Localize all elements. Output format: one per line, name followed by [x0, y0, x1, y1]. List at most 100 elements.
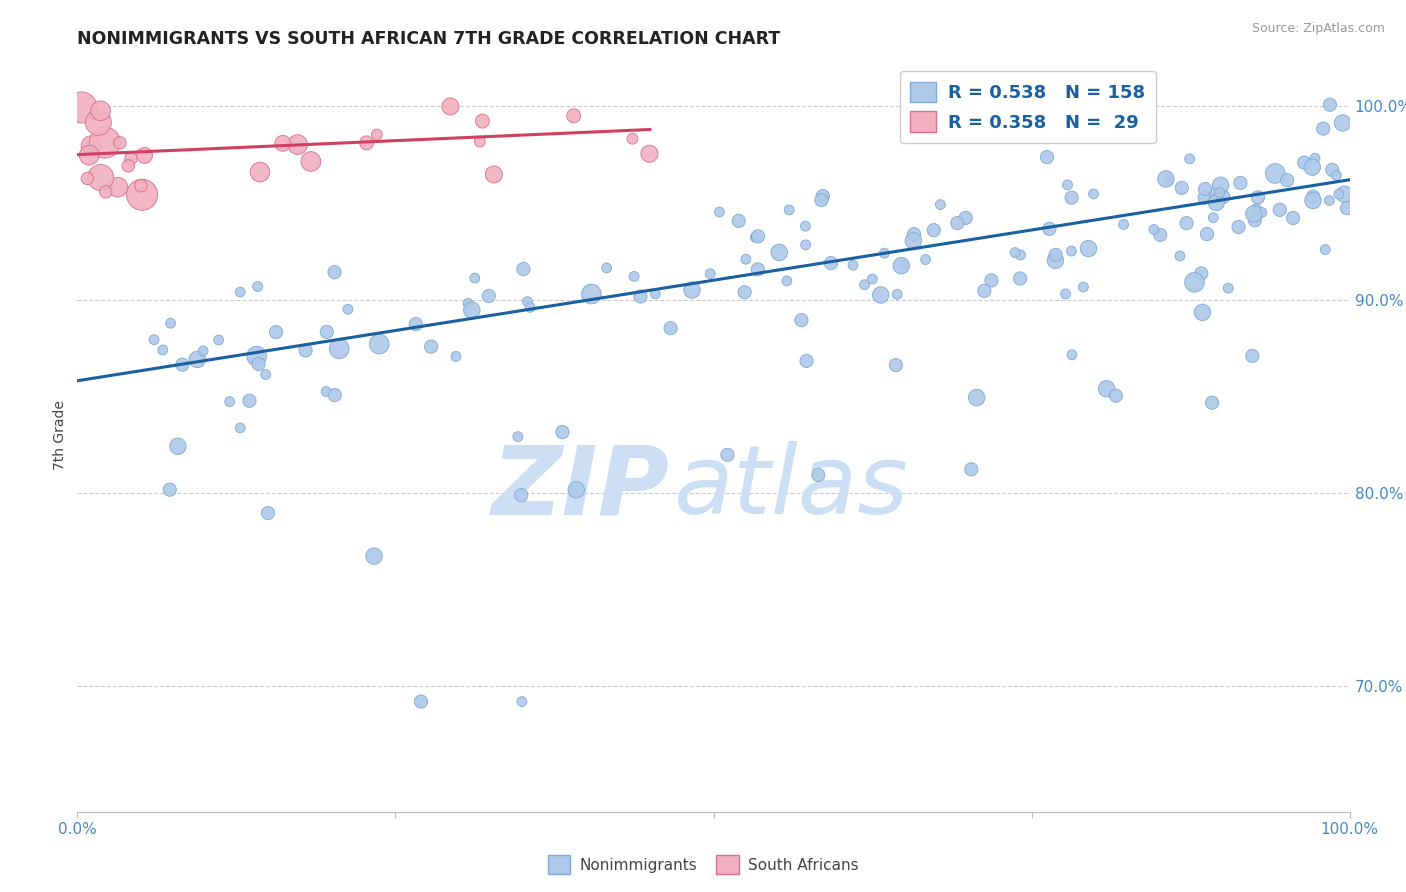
Point [1303, 151, 1326, 165]
Point [405, 317, 427, 331]
Point [1168, 249, 1191, 263]
Point [129, 178, 152, 193]
Point [271, 136, 294, 151]
Point [744, 230, 766, 244]
Point [1246, 202, 1268, 216]
Point [420, 340, 443, 354]
Point [471, 114, 494, 128]
Point [1105, 389, 1128, 403]
Point [778, 202, 800, 217]
Point [80, 138, 103, 153]
Point [510, 488, 533, 502]
Point [842, 258, 865, 272]
Point [893, 258, 915, 272]
Point [108, 136, 131, 150]
Point [299, 154, 322, 169]
Point [257, 506, 280, 520]
Point [516, 294, 538, 309]
Point [747, 229, 769, 244]
Point [1294, 155, 1316, 169]
Point [439, 99, 461, 113]
Point [922, 223, 945, 237]
Point [659, 321, 682, 335]
Text: Source: ZipAtlas.com: Source: ZipAtlas.com [1251, 22, 1385, 36]
Point [1209, 178, 1232, 193]
Point [134, 148, 156, 162]
Point [734, 252, 756, 267]
Point [1218, 281, 1240, 295]
Point [960, 462, 983, 476]
Point [229, 285, 252, 299]
Point [247, 357, 270, 371]
Point [562, 109, 585, 123]
Point [117, 159, 139, 173]
Point [1204, 186, 1226, 201]
Point [1194, 190, 1216, 204]
Point [1268, 202, 1291, 217]
Point [409, 694, 432, 708]
Point [1149, 227, 1171, 242]
Point [1004, 245, 1026, 260]
Point [519, 301, 541, 315]
Point [120, 152, 142, 166]
Point [1322, 162, 1344, 177]
Point [1045, 253, 1067, 268]
Point [159, 483, 181, 497]
Point [946, 216, 969, 230]
Point [734, 285, 756, 300]
Point [1282, 211, 1305, 225]
Point [94, 136, 117, 150]
Point [903, 227, 925, 242]
Point [565, 483, 588, 497]
Point [510, 694, 533, 708]
Point [621, 132, 644, 146]
Point [966, 391, 988, 405]
Point [973, 284, 995, 298]
Point [820, 256, 842, 270]
Point [207, 333, 229, 347]
Point [638, 146, 661, 161]
Point [1175, 216, 1198, 230]
Text: ZIP: ZIP [491, 442, 669, 534]
Point [323, 265, 346, 279]
Point [167, 439, 190, 453]
Point [264, 325, 287, 339]
Point [776, 274, 799, 288]
Point [1317, 194, 1340, 208]
Point [794, 219, 817, 234]
Point [890, 259, 912, 273]
Point [1045, 248, 1067, 262]
Point [955, 211, 977, 225]
Point [1056, 178, 1078, 192]
Point [1194, 182, 1216, 196]
Point [246, 279, 269, 293]
Point [77, 148, 100, 162]
Point [1327, 187, 1350, 202]
Point [172, 358, 194, 372]
Point [1010, 271, 1032, 285]
Point [1324, 169, 1347, 183]
Point [1060, 244, 1083, 258]
Point [1212, 190, 1234, 204]
Point [810, 193, 832, 207]
Point [1205, 195, 1227, 210]
Point [644, 286, 666, 301]
Point [1083, 186, 1105, 201]
Point [368, 337, 391, 351]
Point [1010, 248, 1032, 262]
Point [980, 273, 1002, 287]
Point [768, 245, 790, 260]
Point [323, 388, 346, 402]
Point [159, 316, 181, 330]
Text: NONIMMIGRANTS VS SOUTH AFRICAN 7TH GRADE CORRELATION CHART: NONIMMIGRANTS VS SOUTH AFRICAN 7TH GRADE… [77, 30, 780, 48]
Point [869, 288, 891, 302]
Point [595, 260, 617, 275]
Point [716, 448, 738, 462]
Point [1201, 395, 1223, 409]
Point [796, 354, 818, 368]
Point [506, 429, 529, 443]
Point [903, 234, 925, 248]
Point [794, 237, 817, 252]
Point [482, 168, 505, 182]
Legend: Nonimmigrants, South Africans: Nonimmigrants, South Africans [541, 849, 865, 880]
